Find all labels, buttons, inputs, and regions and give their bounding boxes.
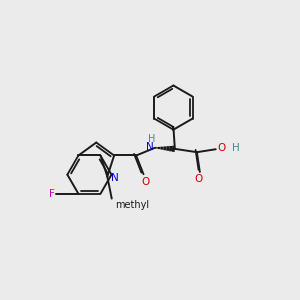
- Text: O: O: [194, 173, 202, 184]
- Text: O: O: [141, 177, 149, 187]
- Text: N: N: [111, 173, 119, 183]
- Text: H: H: [232, 143, 240, 153]
- Text: H: H: [148, 134, 156, 144]
- Text: N: N: [146, 142, 154, 152]
- Text: methyl: methyl: [115, 200, 149, 210]
- Text: O: O: [217, 143, 225, 153]
- Text: F: F: [49, 189, 55, 199]
